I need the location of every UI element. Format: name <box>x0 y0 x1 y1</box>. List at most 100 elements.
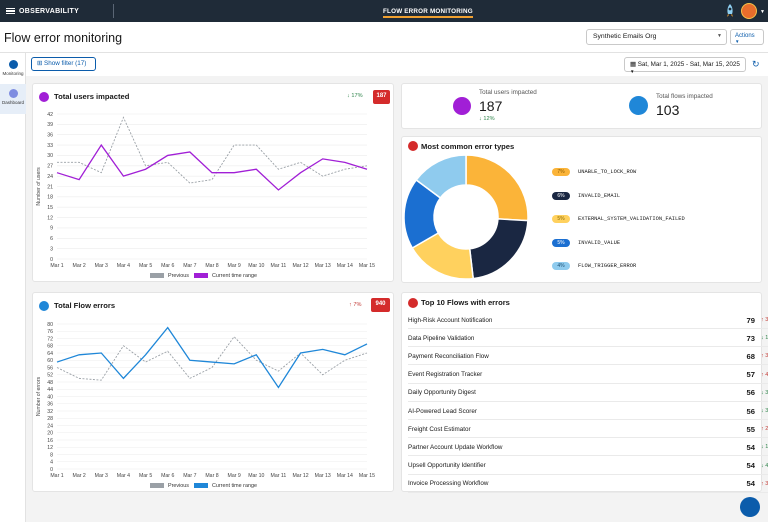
error-type-name: EXTERNAL_SYSTEM_VALIDATION_FAILED <box>578 216 685 222</box>
flow-row[interactable]: Data Pipeline Validation 73 ↓ 13% <box>408 330 768 348</box>
flow-row[interactable]: Freight Cost Estimator 55 ↑ 22% <box>408 421 768 439</box>
stat-label: Total users impacted <box>479 89 537 96</box>
legend-label: Previous <box>168 273 189 279</box>
flow-row[interactable]: AI-Powered Lead Scorer 56 ↓ 3% <box>408 403 768 420</box>
y-tick-label: 28 <box>47 416 53 422</box>
errors-line-chart: 048121620242832364044485256606468727680M… <box>36 322 375 489</box>
card-title: Total users impacted <box>54 92 130 101</box>
trend-up-indicator: ↑ 36% <box>761 353 768 360</box>
flow-row[interactable]: Invoice Processing Workflow 54 ↑ 32% <box>408 476 768 493</box>
chevron-down-icon: ▼ <box>735 39 740 44</box>
trend-down-indicator: ↓ 3% <box>761 389 768 396</box>
nav-item-dashboard[interactable]: Dashboard <box>0 84 26 114</box>
x-tick-label: Mar 13 <box>315 263 331 269</box>
org-select[interactable]: Synthetic Emails Org ▼ <box>586 29 727 45</box>
flow-name: Payment Reconciliation Flow <box>408 352 489 360</box>
series-line-current <box>56 326 368 389</box>
date-range-picker[interactable]: ▦ Sat, Mar 1, 2025 - Sat, Mar 15, 2025 ▼ <box>624 57 746 74</box>
actions-label: Actions <box>735 33 755 39</box>
nav-label: Monitoring <box>2 71 24 76</box>
y-tick-label: 56 <box>47 365 53 371</box>
x-tick-label: Mar 10 <box>248 473 264 479</box>
stat-value: 103 <box>656 102 680 118</box>
donut-slice <box>468 218 529 280</box>
trend-down-indicator: ↓ 4% <box>761 462 768 469</box>
card-title: Most common error types <box>421 142 515 151</box>
y-tick-label: 4 <box>50 460 53 466</box>
error-type-row[interactable]: 5%EXTERNAL_SYSTEM_VALIDATION_FAILED↑ 16% <box>552 214 768 224</box>
y-tick-label: 9 <box>50 226 53 232</box>
y-tick-label: 24 <box>47 423 53 429</box>
alert-icon <box>408 141 418 151</box>
error-pct-badge: 5% <box>552 238 570 247</box>
flow-row[interactable]: Daily Opportunity Digest 56 ↓ 3% <box>408 385 768 402</box>
y-axis-label: Number of users <box>36 167 42 206</box>
card-title: Top 10 Flows with errors <box>421 298 510 307</box>
flow-row[interactable]: Upsell Opportunity Identifier 54 ↓ 4% <box>408 458 768 475</box>
y-tick-label: 6 <box>50 236 53 242</box>
users-icon <box>453 97 471 115</box>
delta-value: 7% <box>353 302 362 308</box>
page-header: Flow error monitoring Synthetic Emails O… <box>0 22 768 53</box>
flow-row[interactable]: Event Registration Tracker 57 ↑ 43% <box>408 367 768 384</box>
legend-swatch <box>194 483 208 488</box>
error-pct-badge: 6% <box>552 191 570 200</box>
y-tick-label: 68 <box>47 344 53 350</box>
y-tick-label: 76 <box>47 329 53 335</box>
y-tick-label: 36 <box>47 133 53 139</box>
y-tick-label: 36 <box>47 402 53 408</box>
flow-row[interactable]: High-Risk Account Notification 79 ↑ 34% <box>408 312 768 329</box>
error-type-row[interactable]: 5%INVALID_VALUE↑ 12% <box>552 238 768 248</box>
flow-name: Invoice Processing Workflow <box>408 480 489 488</box>
series-line-current <box>56 143 368 191</box>
x-tick-label: Mar 4 <box>117 473 130 479</box>
menu-icon[interactable] <box>6 7 15 15</box>
refresh-icon[interactable]: ↻ <box>752 59 760 69</box>
flow-name: High-Risk Account Notification <box>408 316 493 324</box>
show-filter-button[interactable]: ⊞ Show filter (17) <box>31 57 96 71</box>
y-tick-label: 18 <box>47 195 53 201</box>
divider <box>113 4 114 18</box>
y-tick-label: 32 <box>47 409 53 415</box>
flow-row[interactable]: Partner Account Update Workflow 54 ↓ 10% <box>408 439 768 457</box>
nav-item-monitoring[interactable]: Monitoring <box>0 55 26 85</box>
trend-down-indicator: ↓ 17% <box>347 93 363 99</box>
user-avatar-icon[interactable] <box>741 3 757 19</box>
x-tick-label: Mar 11 <box>271 263 287 269</box>
error-type-row[interactable]: 6%INVALID_EMAIL↑ 48% <box>552 191 768 201</box>
x-tick-label: Mar 12 <box>292 263 308 269</box>
legend-label: Current time range <box>212 483 257 489</box>
legend-swatch <box>150 273 164 278</box>
flow-row[interactable]: Payment Reconciliation Flow 68 ↑ 36% <box>408 348 768 366</box>
flow-error-count: 54 <box>746 442 755 452</box>
flow-error-count: 54 <box>746 479 755 489</box>
y-tick-label: 39 <box>47 122 53 128</box>
flow-error-count: 57 <box>746 370 755 380</box>
show-filter-label: Show filter (17) <box>44 60 87 67</box>
x-tick-label: Mar 8 <box>205 263 218 269</box>
flow-name: Data Pipeline Validation <box>408 334 475 342</box>
x-tick-label: Mar 8 <box>205 473 218 479</box>
chevron-down-icon[interactable]: ▼ <box>760 9 765 15</box>
stat-label: Total flows impacted <box>656 93 713 100</box>
x-tick-label: Mar 11 <box>271 473 287 479</box>
tab-flow-error-monitoring[interactable]: FLOW ERROR MONITORING <box>383 0 473 22</box>
y-tick-label: 27 <box>47 164 53 170</box>
x-tick-label: Mar 1 <box>50 263 63 269</box>
rocket-icon[interactable] <box>725 4 735 18</box>
page-title: Flow error monitoring <box>4 31 123 45</box>
top-bar: OBSERVABILITY FLOW ERROR MONITORING ▼ <box>0 0 768 22</box>
x-tick-label: Mar 14 <box>337 473 353 479</box>
trend-up-indicator: ↑ 22% <box>761 426 768 433</box>
y-tick-label: 3 <box>50 246 53 252</box>
actions-button[interactable]: Actions ▼ <box>730 29 764 45</box>
chat-icon[interactable] <box>740 497 760 517</box>
trend-down-indicator: ↓ 3% <box>761 408 768 414</box>
error-type-row[interactable]: 4%FLOW_TRIGGER_ERROR↓ 23% <box>552 261 768 271</box>
alert-icon <box>408 298 418 308</box>
error-type-name: INVALID_VALUE <box>578 239 621 246</box>
error-type-row[interactable]: 7%UNABLE_TO_LOCK_ROW↑ 63% <box>552 167 768 177</box>
x-tick-label: Mar 3 <box>95 263 108 269</box>
app-brand: OBSERVABILITY <box>19 7 80 15</box>
